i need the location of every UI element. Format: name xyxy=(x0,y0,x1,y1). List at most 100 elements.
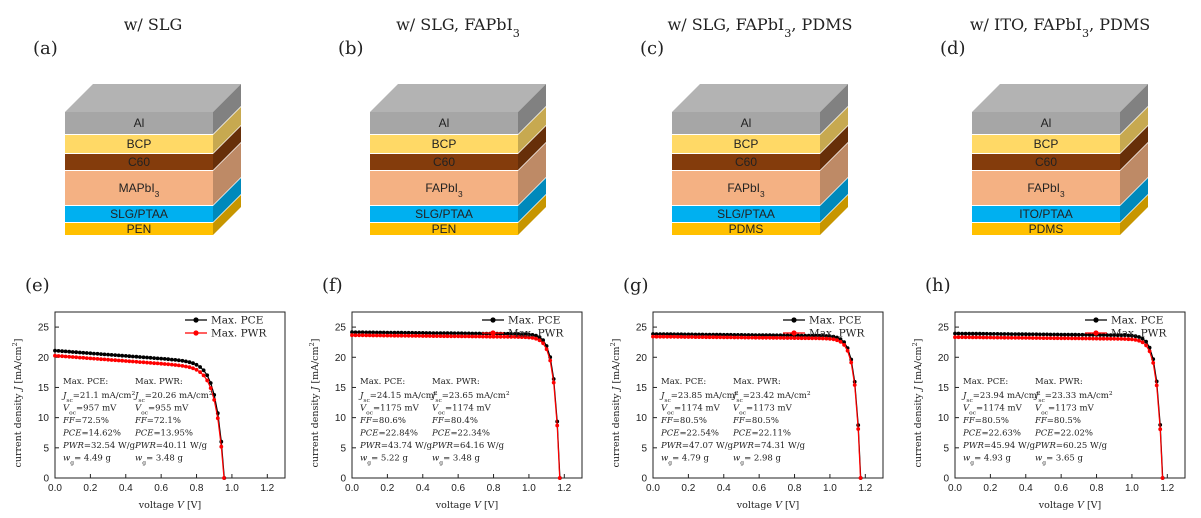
text-span: 3 xyxy=(155,189,160,199)
data-point xyxy=(963,331,968,336)
data-point xyxy=(1112,333,1117,337)
data-point xyxy=(817,333,822,338)
text-span: 2 xyxy=(131,390,135,397)
data-point xyxy=(665,334,670,339)
layer-al: Al xyxy=(370,84,546,134)
data-point xyxy=(1023,336,1028,340)
text-span: =64.16 W/g xyxy=(453,441,505,451)
data-point xyxy=(1062,336,1067,341)
text-span: =45.94 W/g xyxy=(984,441,1036,451)
text-span: BCP xyxy=(734,137,759,151)
data-point xyxy=(974,331,979,336)
text-span: PbI xyxy=(485,15,512,34)
text-span: 3 xyxy=(760,189,765,199)
layer-label: Al xyxy=(741,116,752,130)
text-span: =1173 mV xyxy=(1048,404,1095,414)
data-point xyxy=(690,332,694,337)
x-axis-label: voltage V [V] xyxy=(435,500,499,511)
data-point xyxy=(1101,333,1106,337)
data-point xyxy=(675,335,680,339)
data-point xyxy=(1055,332,1060,337)
data-point xyxy=(374,330,379,335)
text-span: g xyxy=(740,459,744,466)
data-point xyxy=(70,355,75,359)
data-point xyxy=(396,333,400,338)
text-span: cm xyxy=(1024,391,1037,401)
data-point xyxy=(459,334,464,339)
data-point xyxy=(67,349,72,354)
data-point xyxy=(410,330,415,335)
x-tick-label: 0.8 xyxy=(1090,483,1104,494)
text-span: 2 xyxy=(434,390,438,397)
data-point xyxy=(169,362,174,367)
x-tick-label: 1.2 xyxy=(858,483,872,494)
x-tick-label: 1.0 xyxy=(522,483,536,494)
layer-side-face xyxy=(1120,84,1148,134)
layer-ito-ptaa: ITO/PTAA xyxy=(972,178,1148,222)
text-span: [V] xyxy=(481,500,498,511)
layer-front-face xyxy=(672,223,820,235)
text-span: = 4.49 g xyxy=(74,454,111,464)
data-point xyxy=(1140,340,1145,345)
text-span: V xyxy=(661,404,668,414)
data-point xyxy=(201,373,206,378)
legend-label: Max. PWR xyxy=(809,328,865,340)
chart-panel-label: (e) xyxy=(25,275,50,296)
data-point xyxy=(60,354,64,359)
text-span: PCE xyxy=(660,429,680,439)
layer-bcp: BCP xyxy=(370,107,546,153)
data-point xyxy=(191,366,195,371)
text-span: [mA/cm xyxy=(13,346,24,386)
data-point xyxy=(1002,332,1007,336)
text-span: [mA/cm xyxy=(611,346,622,386)
stack-panel-label: (c) xyxy=(640,38,664,59)
data-point xyxy=(700,332,705,337)
text-span: 2 xyxy=(209,390,213,397)
text-span: FF xyxy=(62,416,76,426)
text-span: =22.11% xyxy=(751,429,791,439)
data-point xyxy=(999,332,1003,336)
data-point xyxy=(838,337,843,341)
x-tick-label: 0.2 xyxy=(83,483,97,494)
data-point xyxy=(778,336,783,340)
data-point xyxy=(1080,332,1085,337)
text-span: =14.62% xyxy=(81,429,121,439)
text-span: PDMS xyxy=(729,222,764,236)
text-span: current density xyxy=(913,390,924,467)
data-point xyxy=(682,335,687,339)
annotation-pce-line: FF=80.5% xyxy=(660,416,707,426)
data-point xyxy=(1160,476,1165,480)
x-tick-label: 0.8 xyxy=(190,483,204,494)
annotation-pwr-line: PCE=22.34% xyxy=(431,429,490,439)
plot-frame xyxy=(652,311,884,479)
layer-side-face xyxy=(820,126,848,170)
data-point xyxy=(523,332,528,337)
layer-front-face xyxy=(972,154,1120,170)
data-point xyxy=(367,330,372,335)
text-span: , PDMS xyxy=(791,15,852,34)
data-point xyxy=(519,335,524,339)
layer-top-face xyxy=(672,84,848,112)
y-tick-label: 0 xyxy=(340,474,346,485)
annotation-pwr-heading: Max. PWR: xyxy=(135,377,183,387)
series-max-pce xyxy=(53,348,227,480)
text-span: =22.84% xyxy=(378,429,418,439)
data-point xyxy=(212,398,217,402)
text-span: =80.4% xyxy=(444,416,478,426)
data-point xyxy=(1038,336,1042,340)
text-span: =72.5% xyxy=(75,416,109,426)
data-point xyxy=(970,331,975,336)
y-tick-label: 5 xyxy=(340,443,346,454)
y-tick-label: 10 xyxy=(938,413,950,424)
data-point xyxy=(169,357,174,362)
text-span: [mA/cm xyxy=(913,346,924,386)
y-tick-label: 25 xyxy=(38,323,50,334)
data-point xyxy=(88,351,93,356)
layer-front-face xyxy=(972,223,1120,235)
data-point xyxy=(992,335,996,340)
data-point xyxy=(792,336,797,340)
layer-label: FAPbI3 xyxy=(1027,181,1065,199)
data-point xyxy=(509,335,514,339)
text-span: =13.95% xyxy=(153,429,193,439)
annotation-pwr-line: PWR=74.31 W/g xyxy=(732,441,806,451)
